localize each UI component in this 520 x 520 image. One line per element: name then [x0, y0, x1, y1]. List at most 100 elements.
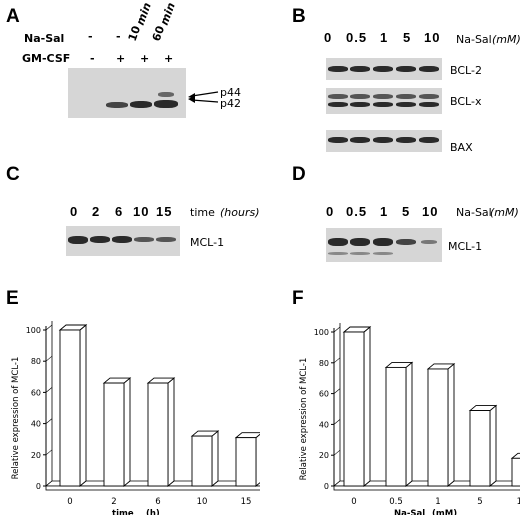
y-tick-label: 100	[314, 328, 329, 337]
y-tick-label: 40	[319, 420, 329, 429]
band	[90, 236, 110, 243]
band	[396, 239, 416, 245]
chart-floor-front	[333, 485, 520, 491]
band	[156, 237, 176, 242]
band	[373, 66, 393, 72]
time-axis-label: time	[190, 206, 215, 219]
bar-front	[385, 366, 407, 487]
y-tick-label: 60	[31, 388, 41, 397]
treatment-label: Na-Sal	[456, 206, 492, 219]
panel-a-letter: A	[6, 6, 20, 27]
mcl1-dose-blot	[326, 228, 442, 262]
dose-label: 0	[326, 204, 335, 219]
y-tick-label: 20	[319, 451, 329, 460]
band	[158, 92, 174, 97]
dose-label: 5	[403, 30, 412, 45]
y-tick-depth	[333, 357, 341, 364]
panel-c-letter: C	[6, 164, 20, 185]
dose-label: 1	[380, 30, 389, 45]
bar	[146, 377, 176, 487]
bar-front	[147, 382, 169, 487]
arrow-line	[191, 99, 219, 103]
band	[419, 94, 439, 99]
band	[328, 66, 348, 72]
y-tick-label: 0	[324, 482, 329, 491]
bax-blot	[326, 130, 442, 152]
bar-front	[235, 437, 257, 487]
nasal-value: 60	[149, 24, 168, 43]
arrow-line	[191, 91, 219, 97]
nasal-unit: min	[157, 0, 178, 28]
blot-label-bclx: BCL-x	[450, 95, 482, 108]
panel-f-letter: F	[292, 288, 304, 309]
time-label: 6	[115, 204, 124, 219]
y-tick-depth	[333, 449, 341, 456]
band	[421, 240, 437, 244]
bar	[102, 377, 132, 487]
chart-floor-front	[45, 485, 260, 491]
bar-front	[427, 368, 449, 487]
x-tick-label: 15	[241, 497, 252, 507]
bar	[510, 452, 520, 487]
band	[373, 238, 393, 246]
band	[154, 100, 178, 108]
time-label: 2	[92, 204, 101, 219]
nasal-label: Na-Sal	[24, 32, 65, 45]
x-tick-label: 10	[197, 497, 208, 507]
time-unit-label: (hours)	[220, 206, 260, 219]
bar-chart-e: Relative expression of MCL-1020406080100…	[11, 321, 260, 515]
bar	[468, 404, 498, 487]
x-tick-label: 0	[351, 497, 356, 507]
time-label: 10	[133, 204, 150, 219]
bar	[426, 362, 456, 487]
dose-label: 1	[380, 204, 389, 219]
bar-side	[489, 404, 497, 487]
bar	[190, 430, 220, 487]
nasal-value: -	[88, 30, 93, 43]
bar-side	[405, 361, 413, 487]
bclx-blot	[326, 88, 442, 114]
unit-label: (mM)	[492, 33, 520, 46]
band-label-p42: p42	[220, 97, 241, 110]
x-tick-label: 0.5	[389, 497, 403, 507]
band	[68, 236, 88, 244]
bar-front	[191, 435, 213, 487]
x-tick-label: 6	[155, 497, 160, 507]
y-tick-label: 20	[31, 451, 41, 460]
x-axis-unit: (h)	[146, 509, 160, 515]
bar-front	[103, 382, 125, 487]
nasal-unit: min	[133, 0, 154, 28]
bar-chart-f: Relative expression of MCL-1020406080100…	[299, 323, 520, 515]
x-tick-label: 0	[67, 497, 72, 507]
band	[130, 101, 152, 108]
y-tick-depth	[333, 419, 341, 425]
arrowhead	[188, 96, 195, 103]
y-tick-label: 80	[31, 357, 41, 366]
y-tick-depth	[333, 388, 341, 394]
x-axis-label: time	[112, 509, 134, 515]
y-tick-label: 40	[31, 420, 41, 429]
gmcsf-value: +	[140, 52, 150, 65]
gmcsf-label: GM-CSF	[22, 52, 71, 65]
bar-front	[59, 329, 81, 487]
band	[396, 102, 416, 107]
x-tick-label: 1	[435, 497, 440, 507]
nasal-value: -	[116, 30, 121, 43]
y-tick-depth	[45, 418, 53, 424]
x-axis-label: Na-Sal	[394, 509, 425, 515]
bar	[342, 326, 372, 487]
band	[106, 102, 128, 108]
band	[350, 94, 370, 99]
gmcsf-value: -	[90, 52, 95, 65]
band	[350, 238, 370, 246]
y-tick-depth	[45, 324, 53, 331]
band	[373, 137, 393, 143]
bar-side	[123, 377, 131, 487]
band	[396, 94, 416, 99]
band	[396, 137, 416, 143]
bar-side	[211, 430, 219, 487]
band	[419, 137, 439, 143]
blot-label-mcl1: MCL-1	[448, 240, 483, 253]
x-tick-label: 2	[111, 497, 116, 507]
band	[373, 252, 393, 255]
